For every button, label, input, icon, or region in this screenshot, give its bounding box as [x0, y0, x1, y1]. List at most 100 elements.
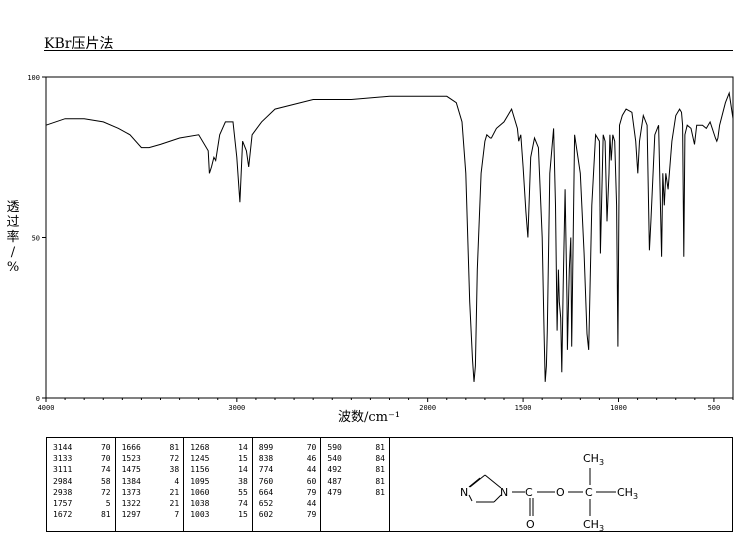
- peak-wavenumber: 652: [258, 499, 274, 509]
- peak-transmittance: 5: [105, 499, 111, 509]
- peak-row: 774 44: [259, 464, 317, 475]
- peak-row: 1666 81: [122, 442, 180, 453]
- y-tick-label: 50: [32, 235, 40, 243]
- peak-transmittance: 81: [375, 487, 385, 497]
- peak-wavenumber: 838: [258, 454, 274, 464]
- peak-transmittance: 81: [375, 476, 385, 486]
- peak-row: 1297 7: [122, 509, 180, 520]
- peak-transmittance: 7: [174, 510, 180, 520]
- peak-transmittance: 21: [169, 487, 180, 497]
- methyl-bottom: CH3: [583, 518, 604, 533]
- peak-row: 1038 74: [190, 498, 248, 509]
- atom-O1: O: [526, 518, 535, 531]
- peak-row: 602 79: [259, 509, 317, 520]
- peak-row: 2984 58: [53, 476, 111, 487]
- peak-wavenumber: 1095: [190, 476, 210, 486]
- peak-row: 1523 72: [122, 453, 180, 464]
- page-title: KBr压片法: [44, 36, 114, 52]
- peak-wavenumber: 1384: [121, 476, 141, 486]
- peak-row: 3144 70: [53, 442, 111, 453]
- peak-row: 1384 4: [122, 476, 180, 487]
- peak-wavenumber: 1523: [121, 454, 141, 464]
- peak-transmittance: 38: [238, 476, 248, 486]
- peak-wavenumber: 602: [258, 510, 274, 520]
- peak-wavenumber: 760: [258, 476, 274, 486]
- y-tick-label: 100: [27, 74, 40, 82]
- peak-transmittance: 79: [306, 510, 317, 520]
- peak-row: 838 46: [259, 453, 317, 464]
- atom-N2: N: [500, 486, 508, 499]
- peak-row: 1268 14: [190, 442, 248, 453]
- peak-column: 1666 81 1523 72 1475 38 1384 4 1373 21 1322 21 1297 7: [116, 438, 185, 531]
- peak-row: 1322 21: [122, 498, 180, 509]
- y-axis-label-char: 透: [6, 200, 20, 215]
- peak-transmittance: 81: [169, 443, 180, 452]
- peak-wavenumber: 487: [327, 476, 342, 486]
- peak-transmittance: 81: [375, 465, 385, 475]
- atom-N1: N: [460, 486, 468, 499]
- peak-row: 1245 15: [190, 453, 248, 464]
- peak-transmittance: 14: [238, 465, 248, 475]
- peak-row: 1757 5: [53, 498, 111, 509]
- title-underline: [44, 50, 733, 51]
- peak-wavenumber: 664: [258, 487, 274, 497]
- peak-transmittance: 38: [169, 465, 180, 475]
- atom-C1: C: [525, 486, 533, 499]
- peak-transmittance: 79: [306, 487, 317, 497]
- peak-wavenumber: 1475: [121, 465, 141, 475]
- peak-transmittance: 46: [306, 454, 317, 464]
- peak-row: 590 81: [327, 442, 385, 453]
- peak-wavenumber: 2938: [53, 487, 73, 497]
- peak-table: 3144 70 3133 70 3111 74 2984 58 2938 72 1757 5 1672 8…: [46, 437, 390, 532]
- peak-row: 3111 74: [53, 464, 111, 475]
- peak-transmittance: 15: [238, 454, 248, 464]
- peak-row: 1475 38: [122, 464, 180, 475]
- peak-row: 1060 55: [190, 487, 248, 498]
- peak-wavenumber: 3111: [53, 465, 73, 475]
- peak-transmittance: 21: [169, 499, 180, 509]
- peak-transmittance: 74: [238, 499, 248, 509]
- carbonyl-bonds: [512, 468, 616, 516]
- peak-wavenumber: 1297: [121, 510, 141, 520]
- y-tick-label: 0: [36, 395, 40, 403]
- x-tick-label: 500: [708, 404, 721, 412]
- peak-transmittance: 15: [238, 510, 248, 520]
- peak-wavenumber: 3133: [53, 454, 73, 464]
- x-tick-label: 3000: [228, 404, 245, 412]
- x-tick-label: 4000: [38, 404, 55, 412]
- x-axis-label: 波数/cm⁻¹: [338, 410, 401, 425]
- spectrum-line: [45, 91, 734, 382]
- peak-transmittance: 44: [306, 499, 317, 509]
- peak-wavenumber: 1268: [190, 443, 210, 452]
- peak-transmittance: 70: [306, 443, 317, 452]
- peak-column: 3144 70 3133 70 3111 74 2984 58 2938 72 1757 5 1672 8…: [47, 438, 116, 531]
- peak-wavenumber: 1003: [190, 510, 210, 520]
- peak-wavenumber: 492: [327, 465, 342, 475]
- peak-column: 590 81 540 84 492 81 487 81 479 81: [321, 438, 389, 531]
- peak-transmittance: 70: [100, 443, 111, 452]
- x-tick-label: 2000: [419, 404, 436, 412]
- atom-O2: O: [556, 486, 565, 499]
- peak-transmittance: 60: [306, 476, 317, 486]
- y-axis-label-char: 率: [6, 230, 20, 245]
- peak-wavenumber: 540: [327, 454, 342, 464]
- ir-spectrum-chart: 0 50 100 4000 3000 2000 1500 1000 500: [27, 74, 734, 412]
- peak-transmittance: 14: [238, 443, 248, 452]
- peak-transmittance: 81: [100, 510, 111, 520]
- peak-wavenumber: 1666: [121, 443, 141, 452]
- peak-wavenumber: 2984: [53, 476, 73, 486]
- peak-wavenumber: 1322: [121, 499, 141, 509]
- y-axis-label-char: %: [6, 260, 20, 275]
- y-axis-label: 透 过 率 / %: [2, 200, 24, 275]
- peak-wavenumber: 3144: [53, 443, 73, 452]
- y-axis-label-char: /: [10, 245, 16, 260]
- plot-frame: [45, 76, 734, 399]
- peak-wavenumber: 1672: [53, 510, 73, 520]
- peak-row: 760 60: [259, 476, 317, 487]
- peak-row: 3133 70: [53, 453, 111, 464]
- peak-transmittance: 70: [100, 454, 111, 464]
- peak-transmittance: 55: [238, 487, 248, 497]
- peak-row: 1156 14: [190, 464, 248, 475]
- peak-transmittance: 4: [174, 476, 180, 486]
- peak-row: 1373 21: [122, 487, 180, 498]
